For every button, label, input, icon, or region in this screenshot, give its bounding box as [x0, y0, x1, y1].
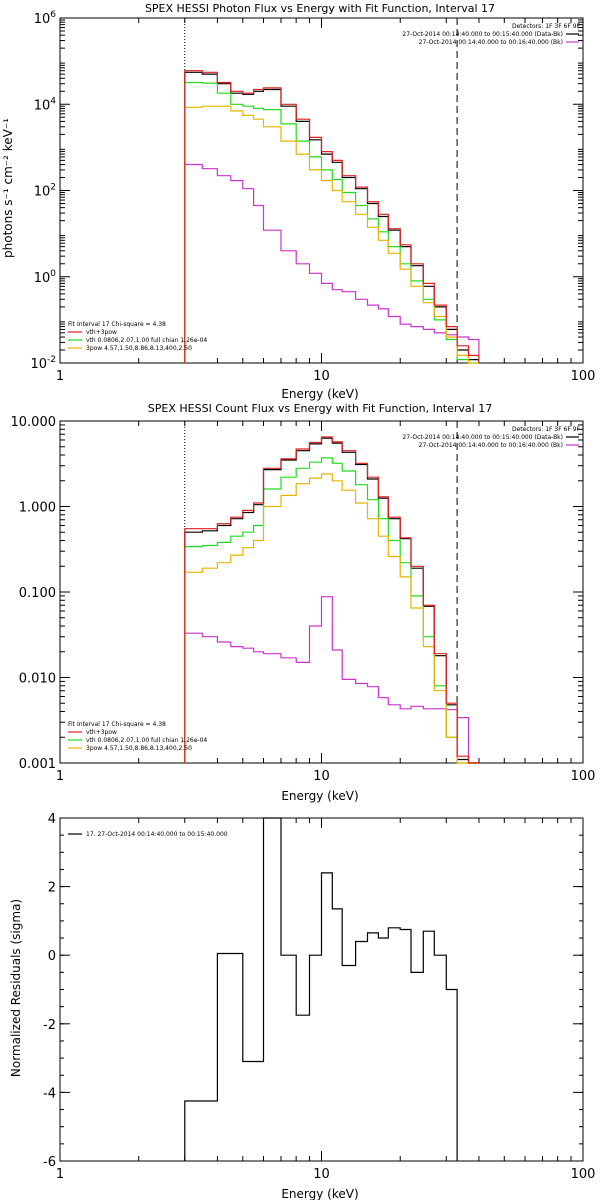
legend-detectors: Detectors: 1F 3F 6F 9F — [512, 426, 581, 433]
photon-flux-title: SPEX HESSI Photon Flux vs Energy with Fi… — [145, 2, 495, 15]
legend-entry: vth+3pow — [86, 329, 117, 336]
y-tick-label: 10.000 — [11, 415, 57, 430]
x-tick-label: 100 — [571, 769, 596, 784]
legend-entry: vth+3pow — [86, 729, 117, 736]
series-line — [184, 105, 479, 364]
residuals-panel: 1 10 100 -6 -4 -2 0 2 4 17. 27-Oct-2014 00:14:40.… — [9, 812, 595, 1200]
count-flux-panel: SPEX HESSI Count Flux vs Energy with Fit… — [11, 402, 596, 803]
series-line — [184, 163, 480, 363]
count-flux-plot-area: 1 10 100 0.001 0.010 0.100 1.000 10.000 Detector… — [11, 415, 596, 784]
series-line — [184, 817, 458, 1161]
y-tick-label: 104 — [34, 96, 57, 113]
legend-entry: 17. 27-Oct-2014 00:14:40.000 to 00:15:40… — [86, 831, 228, 838]
y-tick-label: 2 — [48, 881, 56, 896]
legend-detectors: Detectors: 1F 3F 6F 9F — [512, 23, 581, 30]
axes-frame — [59, 817, 584, 1162]
y-tick-label: 102 — [34, 183, 56, 200]
legend-entry: 27-Oct-2014 00:14:40.000 to 00:16:40.000… — [419, 442, 563, 449]
legend-entry: vth 0.0806,2.07,1.00 full chian 1.26e-04 — [86, 337, 207, 344]
y-tick-label: 106 — [34, 10, 57, 27]
y-tick-label: -2 — [43, 1018, 56, 1033]
legend-entry: 27-Oct-2014 00:14:40.000 to 00:15:40.000… — [402, 434, 563, 441]
photon-flux-xlabel: Energy (keV) — [281, 387, 358, 401]
y-tick-label: 0.010 — [19, 672, 56, 687]
x-tick-label: 100 — [571, 1167, 596, 1182]
y-tick-label: 0 — [48, 949, 56, 964]
series-line — [184, 473, 479, 764]
legend-fit-title: Fit Interval 17 Chi-square = 4.38 — [68, 321, 166, 328]
series-line — [184, 436, 479, 764]
legend-fit-title: Fit Interval 17 Chi-square = 4.38 — [68, 721, 166, 728]
axes-frame — [59, 420, 584, 764]
series-line — [184, 70, 480, 363]
x-tick-label: 1 — [56, 1167, 64, 1182]
photon-flux-plot-area: 1 10 100 10-2 100 102 104 106 Detectors: 1F 3F 6… — [30, 10, 595, 384]
axes-frame — [59, 17, 584, 364]
x-tick-label: 100 — [571, 369, 596, 384]
residuals-xlabel: Energy (keV) — [281, 1187, 358, 1200]
x-tick-label: 10 — [313, 369, 330, 384]
series-line — [184, 457, 479, 764]
x-tick-label: 10 — [313, 1167, 330, 1182]
x-tick-label: 1 — [56, 369, 64, 384]
y-tick-label: 100 — [34, 269, 57, 286]
residuals-plot-area: 1 10 100 -6 -4 -2 0 2 4 17. 27-Oct-2014 00:14:40.… — [43, 812, 595, 1182]
legend-entry: 3pow 4.57,1.50,8.86,8.13,400,2.50 — [86, 345, 192, 352]
y-tick-label: -6 — [43, 1155, 56, 1170]
y-tick-label: 1.000 — [19, 501, 56, 516]
legend-entry: 27-Oct-2014 00:14:40.000 to 00:15:40.000… — [402, 31, 563, 38]
x-tick-label: 1 — [56, 769, 64, 784]
y-tick-label: 4 — [48, 812, 56, 827]
count-flux-title: SPEX HESSI Count Flux vs Energy with Fit… — [148, 402, 492, 415]
photon-flux-panel: SPEX HESSI Photon Flux vs Energy with Fi… — [1, 2, 595, 401]
y-tick-label: 0.001 — [19, 757, 56, 772]
x-tick-label: 10 — [313, 769, 330, 784]
legend-entry: 3pow 4.57,1.50,8.86,8.13,400,2.50 — [86, 745, 192, 752]
legend-entry: 27-Oct-2014 00:14:40.000 to 00:16:40.000… — [419, 39, 563, 46]
y-tick-label: 10-2 — [30, 355, 56, 372]
series-line — [184, 596, 479, 764]
count-flux-xlabel: Energy (keV) — [281, 789, 358, 803]
residuals-ylabel: Normalized Residuals (sigma) — [9, 899, 23, 1077]
series-line — [184, 81, 479, 364]
photon-flux-ylabel: photons s⁻¹ cm⁻² keV⁻¹ — [1, 118, 15, 258]
y-tick-label: 0.100 — [19, 586, 56, 601]
y-tick-label: -4 — [43, 1086, 56, 1101]
legend-entry: vth 0.0806,2.07,1.00 full chian 1.26e-04 — [86, 737, 207, 744]
